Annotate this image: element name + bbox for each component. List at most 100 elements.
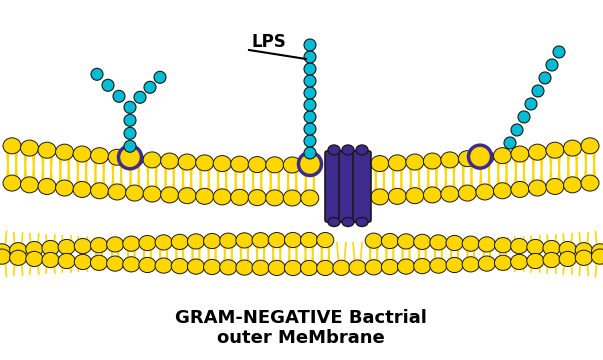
Circle shape xyxy=(124,127,136,139)
Circle shape xyxy=(124,114,136,126)
Ellipse shape xyxy=(0,244,10,259)
Circle shape xyxy=(511,124,523,136)
Ellipse shape xyxy=(478,237,496,252)
Circle shape xyxy=(553,46,565,58)
Circle shape xyxy=(304,147,316,159)
Circle shape xyxy=(134,91,146,103)
Ellipse shape xyxy=(423,153,441,169)
Ellipse shape xyxy=(195,188,213,204)
Ellipse shape xyxy=(213,156,231,172)
Ellipse shape xyxy=(446,257,463,273)
Ellipse shape xyxy=(248,190,266,206)
Ellipse shape xyxy=(42,240,59,256)
Ellipse shape xyxy=(42,252,59,267)
Ellipse shape xyxy=(406,154,424,170)
Circle shape xyxy=(102,79,114,91)
Circle shape xyxy=(504,137,516,149)
Ellipse shape xyxy=(462,236,479,251)
Ellipse shape xyxy=(592,244,603,259)
Ellipse shape xyxy=(108,149,126,165)
Ellipse shape xyxy=(38,142,56,158)
Circle shape xyxy=(144,81,156,93)
Ellipse shape xyxy=(125,150,144,167)
Ellipse shape xyxy=(527,253,544,269)
Circle shape xyxy=(532,85,544,97)
Ellipse shape xyxy=(188,234,204,249)
Circle shape xyxy=(518,111,530,123)
Ellipse shape xyxy=(493,183,511,199)
Ellipse shape xyxy=(231,156,248,172)
Ellipse shape xyxy=(563,177,581,193)
Circle shape xyxy=(304,111,316,123)
Ellipse shape xyxy=(317,260,334,275)
Ellipse shape xyxy=(58,239,75,255)
Ellipse shape xyxy=(3,138,21,154)
Circle shape xyxy=(124,140,136,152)
Ellipse shape xyxy=(575,250,592,265)
Ellipse shape xyxy=(328,145,340,155)
Text: LPS: LPS xyxy=(252,33,287,51)
Ellipse shape xyxy=(441,152,459,168)
Ellipse shape xyxy=(90,148,109,164)
Ellipse shape xyxy=(476,149,494,165)
Ellipse shape xyxy=(219,260,237,275)
Ellipse shape xyxy=(458,185,476,201)
Ellipse shape xyxy=(73,146,91,162)
Ellipse shape xyxy=(371,189,389,205)
Ellipse shape xyxy=(575,243,592,258)
Ellipse shape xyxy=(462,257,479,272)
Ellipse shape xyxy=(108,184,126,200)
Ellipse shape xyxy=(494,238,511,253)
Ellipse shape xyxy=(283,157,302,173)
Ellipse shape xyxy=(283,190,302,206)
Ellipse shape xyxy=(356,145,368,155)
Ellipse shape xyxy=(21,177,39,193)
Ellipse shape xyxy=(178,188,196,204)
Ellipse shape xyxy=(252,260,269,275)
Ellipse shape xyxy=(73,181,91,197)
FancyBboxPatch shape xyxy=(339,151,357,222)
Ellipse shape xyxy=(160,153,178,169)
Ellipse shape xyxy=(406,188,424,204)
Ellipse shape xyxy=(511,254,528,270)
Circle shape xyxy=(154,71,166,83)
Ellipse shape xyxy=(55,180,74,196)
Ellipse shape xyxy=(458,150,476,167)
Ellipse shape xyxy=(365,233,382,248)
Ellipse shape xyxy=(236,233,253,248)
Circle shape xyxy=(124,101,136,113)
Ellipse shape xyxy=(139,235,156,251)
Ellipse shape xyxy=(38,179,56,194)
Ellipse shape xyxy=(388,155,406,171)
Ellipse shape xyxy=(381,260,399,275)
Ellipse shape xyxy=(333,260,350,275)
Ellipse shape xyxy=(371,156,389,172)
Ellipse shape xyxy=(0,249,10,264)
Ellipse shape xyxy=(266,157,284,173)
Ellipse shape xyxy=(213,189,231,205)
Circle shape xyxy=(304,87,316,99)
Ellipse shape xyxy=(155,258,172,273)
Ellipse shape xyxy=(543,252,560,267)
Circle shape xyxy=(304,75,316,87)
Ellipse shape xyxy=(511,146,529,162)
Ellipse shape xyxy=(90,255,107,270)
Ellipse shape xyxy=(342,217,354,226)
FancyBboxPatch shape xyxy=(353,151,371,222)
Ellipse shape xyxy=(26,251,43,266)
Ellipse shape xyxy=(511,238,528,254)
Ellipse shape xyxy=(527,239,544,255)
Ellipse shape xyxy=(511,181,529,197)
Ellipse shape xyxy=(123,236,140,251)
Ellipse shape xyxy=(592,249,603,264)
Circle shape xyxy=(539,72,551,84)
Ellipse shape xyxy=(493,148,511,164)
Ellipse shape xyxy=(301,157,319,173)
Ellipse shape xyxy=(441,186,459,202)
Ellipse shape xyxy=(90,183,109,199)
Ellipse shape xyxy=(356,217,368,226)
Circle shape xyxy=(546,59,558,71)
Ellipse shape xyxy=(90,238,107,253)
Ellipse shape xyxy=(430,235,447,250)
Ellipse shape xyxy=(388,188,406,204)
